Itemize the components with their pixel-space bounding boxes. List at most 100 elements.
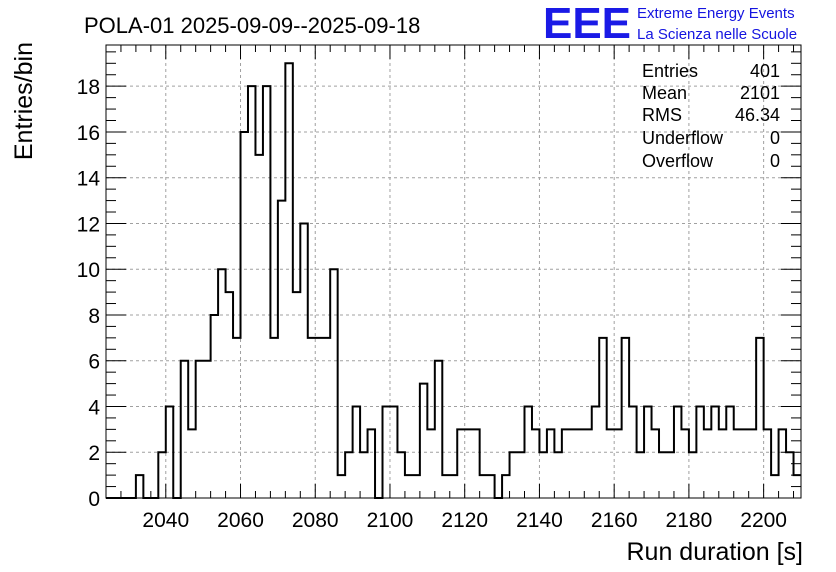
x-tick-label-2080: 2080 bbox=[292, 509, 339, 532]
x-tick-label-2160: 2160 bbox=[591, 509, 638, 532]
stats-entries-value: 401 bbox=[750, 61, 780, 81]
histogram-bin-2176 bbox=[674, 406, 681, 498]
histogram-bin-2058 bbox=[233, 338, 240, 498]
histogram-bin-2070 bbox=[278, 201, 285, 498]
eee-logo-mark: EEE bbox=[543, 0, 631, 48]
y-tick-label-16: 16 bbox=[77, 122, 100, 145]
histogram-bin-2056 bbox=[226, 292, 233, 498]
y-tick-label-12: 12 bbox=[77, 213, 100, 236]
logo-line-2: La Scienza nelle Scuole bbox=[637, 26, 797, 43]
histogram-bin-2204 bbox=[779, 429, 786, 498]
histogram-bin-2130 bbox=[502, 475, 509, 498]
histogram-bin-2188 bbox=[719, 429, 726, 498]
histogram-bin-2064 bbox=[255, 155, 262, 498]
tick-labels: 2040 2060 2080 2100 2120 2140 2160 2180 22000246… bbox=[77, 76, 787, 532]
x-tick-label-2100: 2100 bbox=[367, 509, 414, 532]
histogram-bin-2180 bbox=[689, 452, 696, 498]
histogram-bin-2052 bbox=[211, 315, 218, 498]
x-tick-label-2200: 2200 bbox=[740, 509, 787, 532]
histogram-bin-2174 bbox=[666, 452, 673, 498]
y-tick-label-8: 8 bbox=[88, 305, 100, 328]
histogram-bin-2092 bbox=[360, 452, 367, 498]
y-axis-title: Entries/bin bbox=[10, 42, 38, 160]
histogram-bin-2156 bbox=[599, 338, 606, 498]
histogram-bin-2060 bbox=[241, 132, 248, 498]
y-tick-label-0: 0 bbox=[88, 488, 100, 511]
histogram-bin-2084 bbox=[330, 269, 337, 498]
histogram-bin-2162 bbox=[622, 338, 629, 498]
histogram-bin-2090 bbox=[353, 406, 360, 498]
x-tick-label-2040: 2040 bbox=[142, 509, 189, 532]
histogram-bin-2038 bbox=[158, 452, 165, 498]
x-tick-label-2060: 2060 bbox=[217, 509, 264, 532]
histogram-bin-2078 bbox=[308, 338, 315, 498]
x-tick-label-2140: 2140 bbox=[516, 509, 563, 532]
histogram-bin-2120 bbox=[465, 429, 472, 498]
histogram-bin-2190 bbox=[726, 406, 733, 498]
histogram-bin-2068 bbox=[270, 338, 277, 498]
histogram-bin-2118 bbox=[457, 429, 464, 498]
histogram-bin-2106 bbox=[412, 475, 419, 498]
histogram-bin-2050 bbox=[203, 361, 210, 498]
histogram-bin-2108 bbox=[420, 384, 427, 498]
histogram-bin-2178 bbox=[681, 429, 688, 498]
histogram-bin-2152 bbox=[584, 429, 591, 498]
histogram-bin-2044 bbox=[181, 361, 188, 498]
histogram-bin-2148 bbox=[569, 429, 576, 498]
histogram-bin-2086 bbox=[338, 475, 345, 498]
histogram-bin-2202 bbox=[771, 475, 778, 498]
stats-overflow-value: 0 bbox=[770, 151, 780, 171]
histogram-bin-2184 bbox=[704, 429, 711, 498]
stats-rms-value: 46.34 bbox=[735, 105, 780, 125]
histogram-bin-2082 bbox=[323, 338, 330, 498]
logo-line-1: Extreme Energy Events bbox=[637, 5, 795, 22]
histogram-bin-2166 bbox=[637, 452, 644, 498]
histogram-bin-2186 bbox=[711, 406, 718, 498]
histogram-bin-2110 bbox=[427, 429, 434, 498]
y-tick-label-4: 4 bbox=[88, 396, 100, 419]
histogram-bin-2124 bbox=[480, 475, 487, 498]
histogram-bin-2170 bbox=[652, 429, 659, 498]
histogram-bin-2200 bbox=[764, 429, 771, 498]
y-tick-label-10: 10 bbox=[77, 259, 100, 282]
histogram-bin-2144 bbox=[554, 452, 561, 498]
histogram-bin-2098 bbox=[383, 406, 390, 498]
histogram-bin-2208 bbox=[794, 475, 801, 498]
x-axis-title: Run duration [s] bbox=[627, 538, 804, 566]
y-tick-label-6: 6 bbox=[88, 351, 100, 374]
histogram-bin-2066 bbox=[263, 86, 270, 498]
histogram-bin-2182 bbox=[696, 406, 703, 498]
stats-underflow-label: Underflow bbox=[642, 128, 724, 148]
histogram-bin-2104 bbox=[405, 475, 412, 498]
stats-box: Entries 401 Mean 2101 RMS 46.34 Underflo… bbox=[642, 61, 780, 171]
histogram-bin-2172 bbox=[659, 452, 666, 498]
histogram-bin-2076 bbox=[300, 223, 307, 498]
histogram-bin-2126 bbox=[487, 475, 494, 498]
axis-ticks bbox=[105, 45, 801, 499]
stats-mean-value: 2101 bbox=[740, 83, 780, 103]
y-tick-label-2: 2 bbox=[88, 442, 100, 465]
stats-overflow-label: Overflow bbox=[642, 151, 714, 171]
histogram-bin-2134 bbox=[517, 452, 524, 498]
histogram-bin-2198 bbox=[756, 338, 763, 498]
histogram-bin-2160 bbox=[614, 429, 621, 498]
chart-title: POLA-01 2025-09-09--2025-09-18 bbox=[84, 13, 420, 38]
histogram-bin-2054 bbox=[218, 269, 225, 498]
x-tick-label-2180: 2180 bbox=[666, 509, 713, 532]
histogram-line bbox=[106, 62, 801, 499]
histogram-bin-2192 bbox=[734, 429, 741, 498]
histogram-bin-2102 bbox=[397, 452, 404, 498]
histogram-bin-2206 bbox=[786, 452, 793, 498]
stats-mean-label: Mean bbox=[642, 83, 687, 103]
histogram-bin-2040 bbox=[166, 406, 173, 498]
plot-frame bbox=[105, 44, 802, 499]
histogram-bin-2088 bbox=[345, 452, 352, 498]
histogram-bin-2072 bbox=[285, 63, 292, 498]
histogram-bin-2122 bbox=[472, 429, 479, 498]
histogram-bin-2048 bbox=[196, 361, 203, 498]
histogram-bin-2164 bbox=[629, 406, 636, 498]
histogram-bin-2136 bbox=[524, 406, 531, 498]
histogram-bin-2046 bbox=[188, 429, 195, 498]
